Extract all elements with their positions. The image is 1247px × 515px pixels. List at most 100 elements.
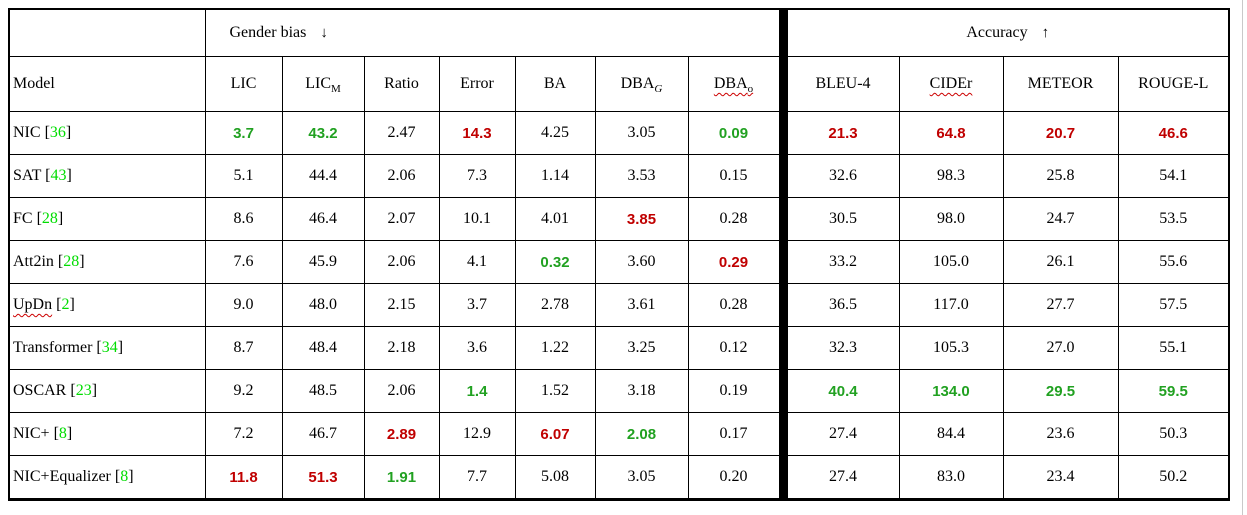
value-cell: 29.5 <box>1002 369 1119 413</box>
value-cell: 0.29 <box>687 240 784 284</box>
accuracy-label: Accuracy <box>966 24 1028 41</box>
value-cell: 1.14 <box>514 154 596 198</box>
citation-number: 23 <box>75 382 92 399</box>
value-cell: 98.3 <box>898 154 1004 198</box>
table-row: NIC+Equalizer [8] 11.8 51.3 1.91 7.7 5.08 3.05… <box>8 455 1230 501</box>
value-cell: 46.6 <box>1117 111 1230 155</box>
value-cell: 32.6 <box>778 154 900 198</box>
value-cell: 0.19 <box>687 369 784 413</box>
model-name: Transformer <box>13 339 93 356</box>
model-name: UpDn <box>13 296 53 313</box>
value-cell: 2.07 <box>363 197 440 241</box>
value-cell: 50.2 <box>1117 455 1230 501</box>
value-cell: 98.0 <box>898 197 1004 241</box>
value-cell: 0.28 <box>687 197 784 241</box>
value-cell: 27.4 <box>778 412 900 456</box>
model-cell: Transformer [34] <box>8 326 206 370</box>
value-cell: 24.7 <box>1002 197 1119 241</box>
value-cell: 40.4 <box>778 369 900 413</box>
value-cell: 2.08 <box>594 412 689 456</box>
value-cell: 64.8 <box>898 111 1004 155</box>
column-header-ba: BA <box>514 56 596 112</box>
value-cell: 0.32 <box>514 240 596 284</box>
value-cell: 11.8 <box>204 455 283 501</box>
value-cell: 25.8 <box>1002 154 1119 198</box>
model-cell: UpDn [2] <box>8 283 206 327</box>
model-cell: NIC+Equalizer [8] <box>8 455 206 501</box>
model-name: SAT <box>13 167 42 184</box>
value-cell: 2.47 <box>363 111 440 155</box>
value-cell: 20.7 <box>1002 111 1119 155</box>
value-cell: 7.2 <box>204 412 283 456</box>
value-cell: 36.5 <box>778 283 900 327</box>
value-cell: 9.2 <box>204 369 283 413</box>
value-cell: 48.0 <box>281 283 365 327</box>
table-row: Att2in [28] 7.6 45.9 2.06 4.1 0.32 3.60 0.29 33.… <box>8 240 1230 284</box>
value-cell: 54.1 <box>1117 154 1230 198</box>
citation-number: 43 <box>50 167 67 184</box>
model-name: Att2in <box>13 253 54 270</box>
value-cell: 105.3 <box>898 326 1004 370</box>
value-cell: 3.7 <box>438 283 516 327</box>
value-cell: 3.05 <box>594 111 689 155</box>
value-cell: 134.0 <box>898 369 1004 413</box>
column-header-ratio: Ratio <box>363 56 440 112</box>
value-cell: 3.18 <box>594 369 689 413</box>
value-cell: 8.6 <box>204 197 283 241</box>
gender-bias-label: Gender bias <box>229 24 307 41</box>
value-cell: 4.01 <box>514 197 596 241</box>
value-cell: 7.6 <box>204 240 283 284</box>
group-header-accuracy: Accuracy ↑ <box>778 8 1230 57</box>
model-name: NIC <box>13 124 41 141</box>
value-cell: 7.3 <box>438 154 516 198</box>
column-header-lic: LIC <box>204 56 283 112</box>
value-cell: 3.7 <box>204 111 283 155</box>
value-cell: 2.06 <box>363 369 440 413</box>
column-header-row: Model LIC LICM Ratio Error BA DBAG DBAo BLEU-4 CI… <box>8 56 1230 112</box>
value-cell: 21.3 <box>778 111 900 155</box>
model-name: OSCAR <box>13 382 67 399</box>
value-cell: 27.7 <box>1002 283 1119 327</box>
value-cell: 1.22 <box>514 326 596 370</box>
value-cell: 3.53 <box>594 154 689 198</box>
value-cell: 48.4 <box>281 326 365 370</box>
value-cell: 50.3 <box>1117 412 1230 456</box>
table-body: NIC [36] 3.7 43.2 2.47 14.3 4.25 3.05 0.09 21.3 6… <box>8 111 1230 501</box>
value-cell: 7.7 <box>438 455 516 501</box>
value-cell: 2.06 <box>363 240 440 284</box>
model-cell: NIC [36] <box>8 111 206 155</box>
value-cell: 2.78 <box>514 283 596 327</box>
model-cell: SAT [43] <box>8 154 206 198</box>
value-cell: 55.6 <box>1117 240 1230 284</box>
value-cell: 1.4 <box>438 369 516 413</box>
value-cell: 46.7 <box>281 412 365 456</box>
value-cell: 43.2 <box>281 111 365 155</box>
value-cell: 45.9 <box>281 240 365 284</box>
model-cell: FC [28] <box>8 197 206 241</box>
value-cell: 53.5 <box>1117 197 1230 241</box>
column-header-model: Model <box>8 56 206 112</box>
up-arrow-icon: ↑ <box>1041 25 1050 41</box>
value-cell: 84.4 <box>898 412 1004 456</box>
value-cell: 10.1 <box>438 197 516 241</box>
citation-number: 8 <box>58 425 67 442</box>
model-cell: OSCAR [23] <box>8 369 206 413</box>
column-header-rouge-l: ROUGE-L <box>1117 56 1230 112</box>
value-cell: 23.4 <box>1002 455 1119 501</box>
value-cell: 6.07 <box>514 412 596 456</box>
citation-number: 34 <box>101 339 118 356</box>
value-cell: 27.4 <box>778 455 900 501</box>
table-row: UpDn [2] 9.0 48.0 2.15 3.7 2.78 3.61 0.28 36.5 11… <box>8 283 1230 327</box>
column-header-bleu-4: BLEU-4 <box>778 56 900 112</box>
value-cell: 0.12 <box>687 326 784 370</box>
column-header-dbag: DBAG <box>594 56 689 112</box>
model-cell: Att2in [28] <box>8 240 206 284</box>
table-row: NIC+ [8] 7.2 46.7 2.89 12.9 6.07 2.08 0.17 27.4 8… <box>8 412 1230 456</box>
value-cell: 3.05 <box>594 455 689 501</box>
value-cell: 51.3 <box>281 455 365 501</box>
value-cell: 46.4 <box>281 197 365 241</box>
table-row: NIC [36] 3.7 43.2 2.47 14.3 4.25 3.05 0.09 21.3 6… <box>8 111 1230 155</box>
value-cell: 2.06 <box>363 154 440 198</box>
value-cell: 83.0 <box>898 455 1004 501</box>
